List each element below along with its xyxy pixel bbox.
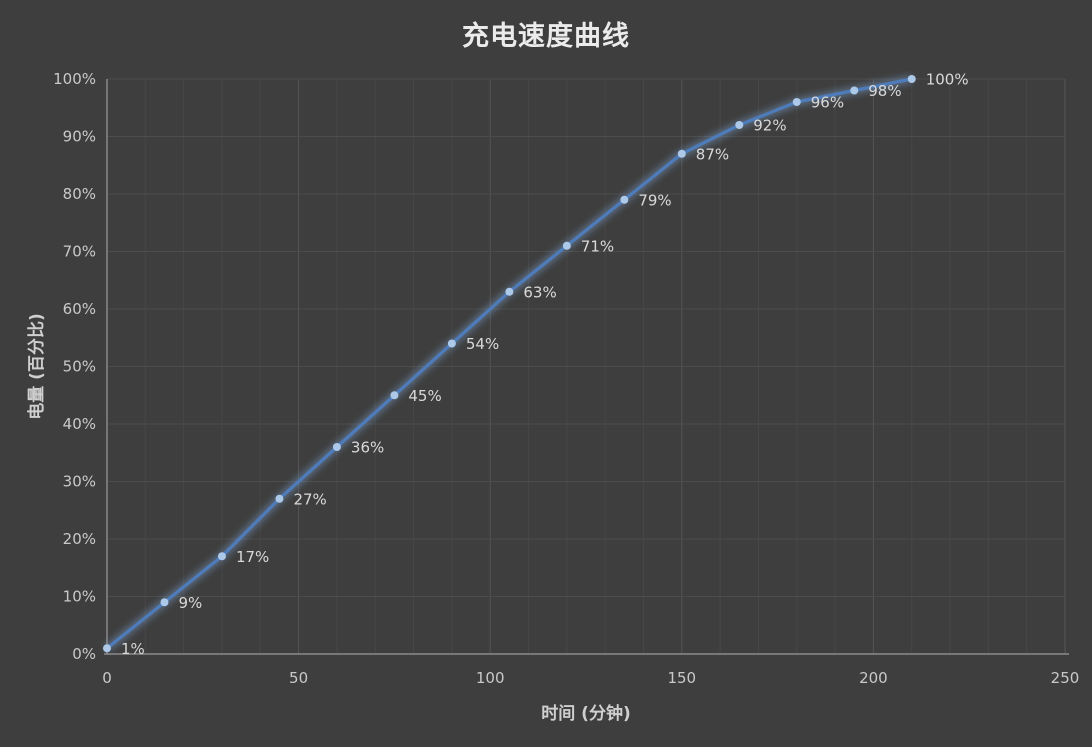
- data-point-label: 45%: [408, 387, 441, 405]
- data-point-marker: [792, 98, 801, 106]
- data-point-marker: [332, 443, 341, 451]
- x-axis-tick-label: 100: [476, 669, 505, 687]
- data-point-label: 1%: [121, 640, 145, 658]
- data-point-marker: [447, 339, 456, 348]
- y-axis-tick-label: 30%: [63, 473, 96, 491]
- x-axis-tick-label: 0: [102, 669, 112, 687]
- data-point-label: 36%: [351, 439, 384, 457]
- series-line-glow: [104, 75, 913, 652]
- x-axis-tick-label: 250: [1051, 669, 1080, 687]
- data-point-marker: [505, 287, 514, 296]
- data-point-marker: [160, 598, 169, 607]
- data-point-marker: [620, 195, 629, 204]
- x-axis-title: 时间 (分钟): [541, 703, 630, 724]
- series-line: [105, 77, 914, 650]
- data-point-label: 98%: [868, 82, 901, 100]
- data-point-label: 96%: [811, 94, 844, 112]
- data-point-label: 63%: [523, 283, 556, 301]
- y-axis-tick-label: 80%: [63, 185, 96, 203]
- data-point-label: 100%: [926, 71, 969, 89]
- y-axis-tick-label: 70%: [63, 243, 96, 261]
- data-point-label: 87%: [696, 145, 729, 163]
- data-point-marker: [217, 552, 226, 561]
- data-point-label: 54%: [466, 335, 499, 353]
- y-axis-tick-label: 50%: [63, 358, 96, 376]
- y-axis-tick-label: 10%: [63, 588, 96, 606]
- y-axis-tick-label: 60%: [63, 300, 96, 318]
- data-point-marker: [390, 391, 399, 400]
- data-point-marker: [677, 149, 686, 158]
- data-point-marker: [275, 494, 284, 503]
- chart-title: 充电速度曲线: [462, 21, 630, 52]
- data-point-label: 71%: [581, 237, 614, 255]
- data-point-label: 79%: [638, 191, 671, 209]
- y-axis-tick-label: 40%: [63, 415, 96, 433]
- y-axis-title: 电量 (百分比): [26, 313, 47, 419]
- y-axis-tick-label: 90%: [63, 128, 96, 146]
- data-point-marker: [562, 241, 571, 250]
- data-point-marker: [850, 86, 859, 95]
- data-point-marker: [103, 644, 111, 653]
- y-axis-tick-label: 0%: [72, 645, 96, 663]
- y-axis-tick-label: 20%: [63, 530, 96, 548]
- y-axis-tick-label: 100%: [53, 70, 96, 88]
- x-axis-tick-label: 50: [289, 669, 308, 687]
- data-point-label: 17%: [236, 548, 269, 566]
- x-axis-tick-label: 200: [859, 669, 888, 687]
- data-point-label: 9%: [178, 594, 202, 612]
- data-point-label: 27%: [293, 490, 326, 508]
- data-point-label: 92%: [753, 117, 786, 135]
- data-point-marker: [907, 75, 916, 83]
- data-point-marker: [735, 121, 744, 129]
- x-axis-tick-label: 150: [667, 669, 696, 687]
